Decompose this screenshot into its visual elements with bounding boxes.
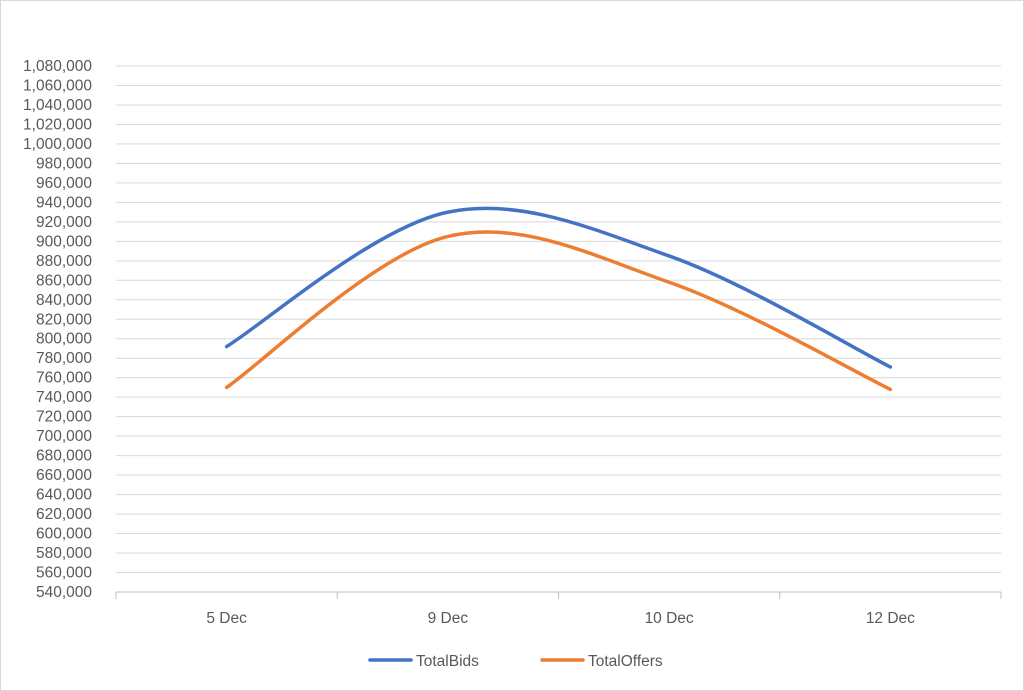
y-tick-label: 1,000,000: [23, 136, 92, 153]
y-tick-label: 560,000: [36, 565, 92, 582]
y-tick-label: 540,000: [36, 584, 92, 601]
legend-label: TotalBids: [416, 653, 479, 670]
y-tick-label: 600,000: [36, 526, 92, 543]
y-tick-label: 780,000: [36, 350, 92, 367]
x-tick-label: 10 Dec: [645, 610, 694, 627]
y-tick-label: 740,000: [36, 389, 92, 406]
y-tick-label: 1,080,000: [23, 58, 92, 75]
y-tick-label: 820,000: [36, 311, 92, 328]
y-tick-label: 660,000: [36, 467, 92, 484]
y-tick-label: 580,000: [36, 545, 92, 562]
y-tick-label: 1,040,000: [23, 97, 92, 114]
y-tick-label: 720,000: [36, 409, 92, 426]
legend-label: TotalOffers: [588, 653, 663, 670]
y-tick-label: 860,000: [36, 272, 92, 289]
y-tick-label: 980,000: [36, 155, 92, 172]
y-tick-label: 960,000: [36, 175, 92, 192]
y-tick-label: 760,000: [36, 370, 92, 387]
y-tick-label: 920,000: [36, 214, 92, 231]
y-tick-label: 700,000: [36, 428, 92, 445]
series-line-totaloffers: [224, 230, 893, 392]
y-tick-label: 1,020,000: [23, 116, 92, 133]
legend-item-totaloffers[interactable]: TotalOffers: [540, 653, 663, 670]
legend-item-totalbids[interactable]: TotalBids: [368, 653, 479, 670]
x-tick-label: 5 Dec: [206, 610, 247, 627]
x-tick-label: 12 Dec: [866, 610, 915, 627]
y-tick-label: 1,060,000: [23, 77, 92, 94]
y-tick-label: 840,000: [36, 292, 92, 309]
x-tick-label: 9 Dec: [428, 610, 469, 627]
x-axis: 5 Dec 9 Dec 10 Dec 12 Dec: [115, 591, 1002, 627]
legend[interactable]: TotalBids TotalOffers: [368, 653, 663, 670]
series-line-totalbids: [224, 206, 893, 369]
y-tick-label: 880,000: [36, 253, 92, 270]
y-tick-label: 640,000: [36, 487, 92, 504]
y-tick-label: 800,000: [36, 331, 92, 348]
gridlines: [116, 65, 1001, 574]
y-tick-label: 620,000: [36, 506, 92, 523]
y-axis: 540,000 560,000 580,000 600,000 620,000 640,0…: [23, 58, 92, 601]
y-tick-label: 900,000: [36, 233, 92, 250]
y-tick-label: 940,000: [36, 194, 92, 211]
y-tick-label: 680,000: [36, 448, 92, 465]
series-lines: [224, 206, 893, 392]
